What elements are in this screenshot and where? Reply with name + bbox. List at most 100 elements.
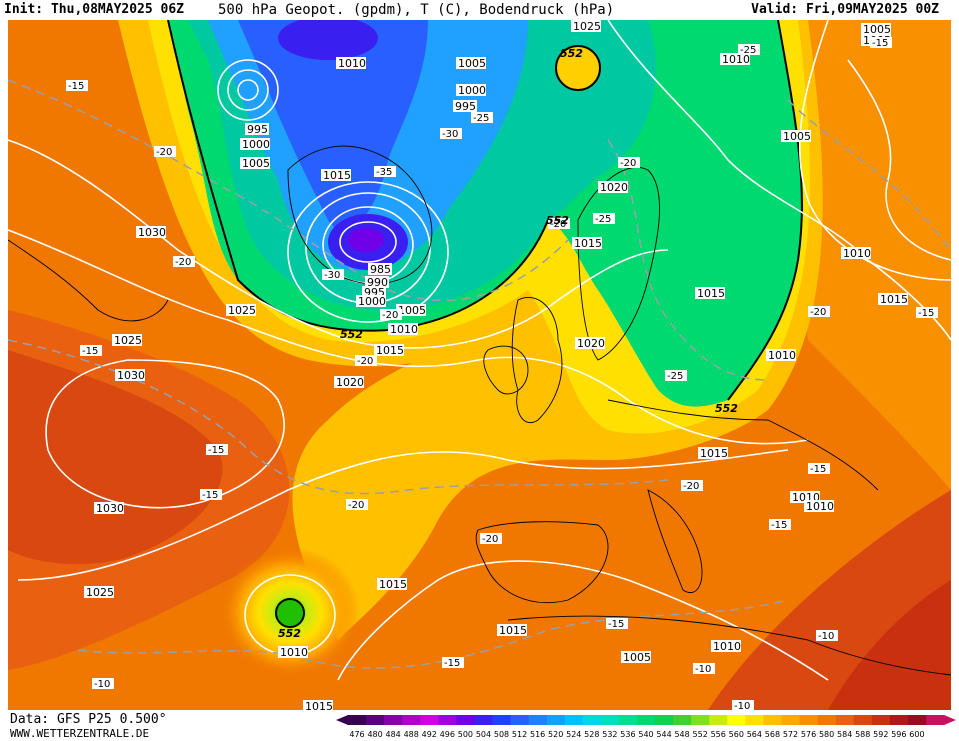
colorbar-tick-label: 564 — [747, 730, 762, 739]
temperature-labels: -15 -20 -30 -35 -25 -30 -20 -25 -20 -25 … — [66, 37, 938, 710]
geopotential-labels: 552 552 552 552 552 — [278, 47, 738, 640]
temp-label: -25 — [593, 213, 615, 225]
svg-text:1020: 1020 — [577, 337, 605, 350]
atlantic-high-core — [8, 350, 223, 565]
svg-text:1015: 1015 — [305, 700, 333, 710]
colorbar-cell — [420, 715, 439, 725]
colorbar-tick-label: 504 — [476, 730, 491, 739]
colorbar-cell — [582, 715, 602, 725]
data-source: Data: GFS P25 0.500° — [10, 712, 167, 727]
pressure-label: 985 — [368, 263, 392, 276]
svg-text:1010: 1010 — [768, 349, 796, 362]
geopot-label: 552 — [340, 328, 363, 341]
colorbar-cell — [835, 715, 855, 725]
pressure-label: 1010 — [336, 57, 366, 70]
pressure-label: 1015 — [321, 169, 351, 182]
colorbar-cell — [871, 715, 891, 725]
weather-map-svg: 1025 1005 1010 1005 1000 995 995 1000 10… — [8, 20, 951, 710]
temp-label: -15 — [80, 345, 102, 357]
geopot-label: 552 — [715, 402, 738, 415]
pressure-label: 1020 — [598, 181, 628, 194]
temp-label: -20 — [380, 309, 402, 321]
coast-north-africa — [507, 615, 951, 676]
svg-text:1010: 1010 — [338, 57, 366, 70]
colorbar-cell — [384, 715, 403, 725]
temp-label: -25 — [665, 370, 687, 382]
svg-text:1015: 1015 — [376, 344, 404, 357]
svg-text:1020: 1020 — [336, 376, 364, 389]
colorbar-tick-label: 500 — [458, 730, 473, 739]
website-link[interactable]: WWW.WETTERZENTRALE.DE — [10, 727, 150, 740]
colorbar-cell — [528, 715, 548, 725]
svg-text:-20: -20 — [550, 219, 566, 230]
colorbar-cell — [492, 715, 512, 725]
temp-label: -10 — [816, 630, 838, 642]
svg-text:-10: -10 — [94, 679, 110, 690]
svg-text:-10: -10 — [818, 631, 834, 642]
colorbar-tick-label: 512 — [512, 730, 527, 739]
svg-text:-20: -20 — [382, 310, 398, 321]
geopot-label: 552 — [560, 47, 583, 60]
pressure-label: 1015 — [572, 237, 602, 250]
pressure-label: 1005 — [396, 304, 426, 317]
temp-label: -20 — [154, 146, 176, 158]
temp-label: -25 — [471, 112, 493, 124]
temp-label: -20 — [548, 218, 570, 230]
pressure-label: 1015 — [377, 578, 407, 591]
temp-label: -15 — [769, 519, 791, 531]
pressure-label: 1020 — [334, 376, 364, 389]
pressure-label: 1000 — [240, 138, 270, 151]
pressure-label: 1015 — [374, 344, 404, 357]
colorbar-tick-label: 588 — [855, 730, 870, 739]
colorbar-arrow-left — [336, 715, 348, 725]
geopot-label: 552 — [546, 214, 569, 227]
svg-text:-15: -15 — [810, 464, 826, 475]
pressure-label: 1015 — [878, 293, 908, 306]
svg-text:1015: 1015 — [880, 293, 908, 306]
colorbar-cell — [655, 715, 674, 725]
svg-text:-20: -20 — [620, 158, 636, 169]
colorbar-tick-label: 528 — [584, 730, 599, 739]
colorbar-tick-label: 540 — [638, 730, 653, 739]
colorbar-cell — [618, 715, 638, 725]
svg-text:995: 995 — [455, 100, 476, 113]
svg-text:1015: 1015 — [700, 447, 728, 460]
svg-text:-30: -30 — [442, 129, 458, 140]
svg-text:1010: 1010 — [843, 247, 871, 260]
colorbar-tick-label: 516 — [530, 730, 545, 739]
temp-label: -15 — [916, 307, 938, 319]
colorbar-tick-label: 556 — [711, 730, 726, 739]
temp-label: -20 — [618, 157, 640, 169]
svg-text:-15: -15 — [68, 81, 84, 92]
svg-text:-25: -25 — [667, 371, 683, 382]
temp-label: -30 — [322, 269, 344, 281]
svg-text:-20: -20 — [683, 481, 699, 492]
colorbar-tick-label: 480 — [367, 730, 382, 739]
colorbar-cell — [799, 715, 819, 725]
svg-text:1030: 1030 — [138, 226, 166, 239]
svg-text:1000: 1000 — [242, 138, 270, 151]
pressure-label: 1010 — [388, 323, 418, 336]
pressure-label: 1015 — [695, 287, 725, 300]
svg-text:1015: 1015 — [574, 237, 602, 250]
svg-text:-15: -15 — [608, 619, 624, 630]
weather-map: 1025 1005 1010 1005 1000 995 995 1000 10… — [8, 20, 951, 710]
pressure-label: 1005 — [240, 157, 270, 170]
colorbar-cell — [456, 715, 475, 725]
svg-text:-15: -15 — [771, 520, 787, 531]
svg-text:1015: 1015 — [499, 624, 527, 637]
low-fill-dark-blue — [238, 20, 428, 231]
temp-label: -20 — [681, 480, 703, 492]
coast-europe — [607, 399, 879, 491]
colorbar-cell — [853, 715, 873, 725]
svg-text:-20: -20 — [357, 356, 373, 367]
svg-text:1005: 1005 — [458, 57, 486, 70]
svg-text:1015: 1015 — [323, 169, 351, 182]
pressure-label: 1000 — [356, 295, 386, 308]
svg-text:1030: 1030 — [96, 502, 124, 515]
temp-label: -20 — [355, 355, 377, 367]
cutoff-low-core — [276, 599, 304, 627]
svg-text:-30: -30 — [324, 270, 340, 281]
temp-label: -15 — [200, 489, 222, 501]
map-title: 500 hPa Geopot. (gpdm), T (C), Bodendruc… — [218, 2, 615, 18]
